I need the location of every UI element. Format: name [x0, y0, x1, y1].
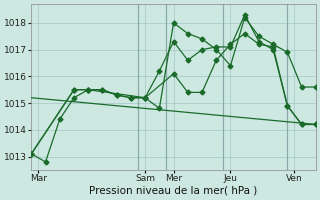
X-axis label: Pression niveau de la mer( hPa ): Pression niveau de la mer( hPa )	[90, 186, 258, 196]
